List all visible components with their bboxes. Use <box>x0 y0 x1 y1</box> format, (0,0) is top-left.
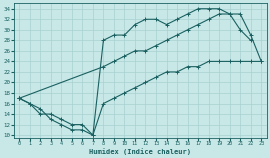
X-axis label: Humidex (Indice chaleur): Humidex (Indice chaleur) <box>89 148 191 155</box>
